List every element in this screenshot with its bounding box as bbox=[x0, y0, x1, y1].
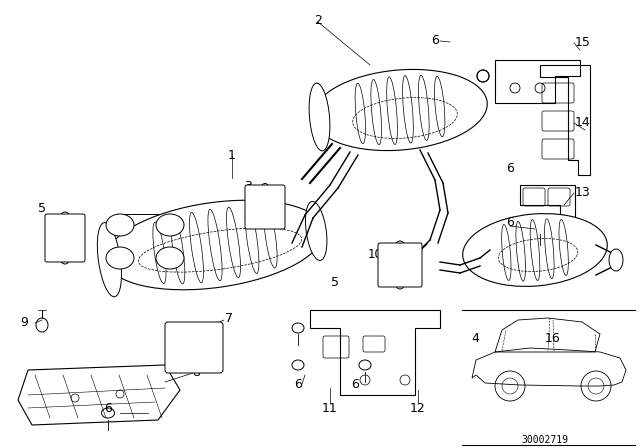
Ellipse shape bbox=[106, 214, 134, 236]
Text: 3: 3 bbox=[244, 180, 252, 193]
Text: 12: 12 bbox=[410, 401, 426, 414]
Text: 15: 15 bbox=[575, 35, 591, 48]
Text: 11: 11 bbox=[322, 401, 338, 414]
Text: 7: 7 bbox=[225, 311, 233, 324]
Ellipse shape bbox=[106, 200, 324, 290]
Ellipse shape bbox=[106, 247, 134, 269]
Ellipse shape bbox=[305, 202, 327, 260]
Text: 6: 6 bbox=[506, 161, 514, 175]
Ellipse shape bbox=[156, 214, 184, 236]
Ellipse shape bbox=[309, 83, 330, 151]
Ellipse shape bbox=[156, 247, 184, 269]
Text: 8: 8 bbox=[192, 366, 200, 379]
Text: 6: 6 bbox=[506, 215, 514, 228]
Text: 5: 5 bbox=[38, 202, 46, 215]
Ellipse shape bbox=[609, 249, 623, 271]
Text: 6: 6 bbox=[294, 379, 302, 392]
FancyBboxPatch shape bbox=[45, 214, 85, 262]
Text: 1: 1 bbox=[228, 148, 236, 161]
Text: 10: 10 bbox=[368, 249, 383, 262]
Text: 13: 13 bbox=[575, 185, 591, 198]
Ellipse shape bbox=[313, 69, 487, 151]
Ellipse shape bbox=[97, 223, 122, 297]
Text: 6: 6 bbox=[431, 34, 439, 47]
Text: 6: 6 bbox=[351, 379, 359, 392]
Text: 4: 4 bbox=[471, 332, 479, 345]
Text: 6: 6 bbox=[104, 401, 112, 414]
Ellipse shape bbox=[463, 214, 607, 286]
Text: 16: 16 bbox=[545, 332, 561, 345]
Text: 2: 2 bbox=[314, 13, 322, 26]
Text: 9: 9 bbox=[20, 315, 28, 328]
Text: 14: 14 bbox=[575, 116, 591, 129]
Text: 30002719: 30002719 bbox=[522, 435, 568, 445]
Text: 5: 5 bbox=[331, 276, 339, 289]
FancyBboxPatch shape bbox=[245, 185, 285, 229]
FancyBboxPatch shape bbox=[378, 243, 422, 287]
FancyBboxPatch shape bbox=[165, 322, 223, 373]
